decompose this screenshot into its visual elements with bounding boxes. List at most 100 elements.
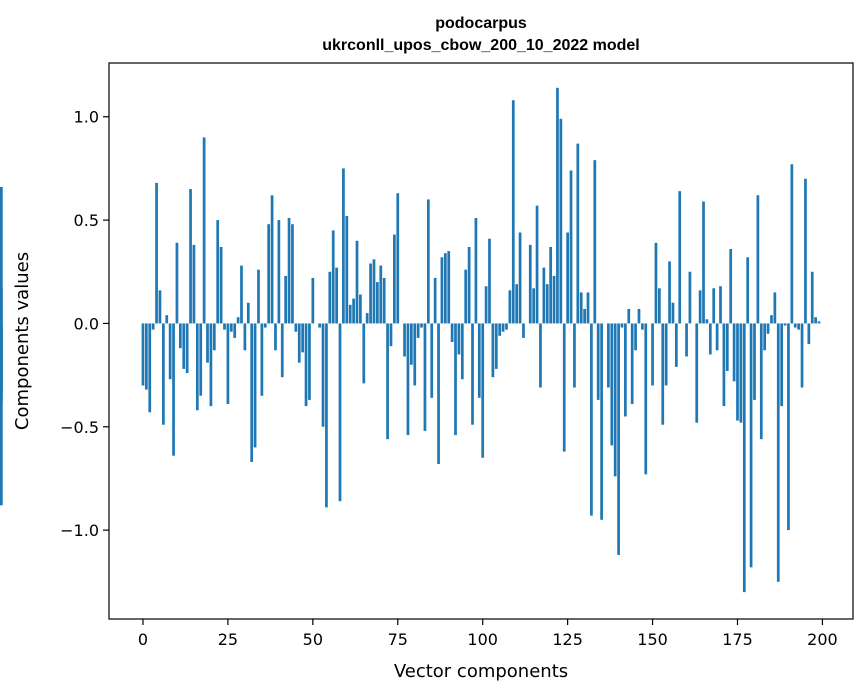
bar — [511, 100, 515, 324]
bar — [396, 193, 400, 324]
x-axis-label: Vector components — [394, 661, 568, 682]
bar — [393, 234, 396, 324]
bar — [165, 315, 169, 324]
y-tick-label: −1.0 — [60, 521, 99, 540]
bar — [800, 323, 804, 388]
bar — [331, 230, 335, 324]
bar — [644, 323, 648, 475]
bar — [518, 232, 522, 324]
bar — [787, 323, 790, 531]
bar — [505, 323, 508, 330]
bar — [145, 323, 148, 390]
bar — [593, 160, 597, 324]
bar — [668, 261, 671, 324]
bar — [426, 199, 430, 324]
x-tick-label: 150 — [637, 630, 668, 649]
bar — [746, 257, 750, 324]
bar — [797, 323, 800, 330]
bar — [641, 323, 644, 330]
bar — [454, 323, 457, 436]
bar — [294, 323, 298, 332]
bar — [698, 290, 702, 324]
bar — [817, 321, 821, 324]
bar — [423, 323, 427, 431]
y-axis-label: Components values — [12, 252, 33, 430]
bar — [297, 323, 301, 363]
bar — [284, 275, 288, 324]
bar — [291, 224, 294, 324]
bar — [481, 323, 485, 458]
bar — [664, 323, 668, 386]
bar — [732, 323, 736, 382]
y-tick-label: −0.5 — [60, 418, 99, 437]
bar — [355, 240, 359, 324]
bar — [168, 323, 172, 380]
bar — [573, 323, 576, 388]
bar — [263, 323, 267, 328]
bar — [552, 275, 556, 324]
bar — [416, 323, 420, 338]
y-tick-label: 0.5 — [74, 211, 99, 230]
x-tick-label: 75 — [388, 630, 408, 649]
bar — [528, 244, 532, 324]
bar — [780, 323, 784, 407]
bar — [770, 315, 773, 324]
bar — [413, 323, 417, 386]
bar — [199, 323, 203, 396]
bar — [705, 319, 709, 324]
x-tick-label: 100 — [467, 630, 498, 649]
bar — [447, 251, 451, 324]
bar — [671, 302, 675, 324]
bar — [335, 267, 338, 324]
bar — [559, 118, 563, 324]
bar — [246, 302, 250, 324]
x-tick-label: 0 — [138, 630, 148, 649]
bar — [352, 298, 355, 324]
bar — [501, 323, 505, 332]
bar — [467, 246, 471, 324]
bar — [793, 323, 797, 328]
bar — [579, 292, 583, 324]
bar — [243, 323, 247, 351]
bar — [508, 290, 512, 324]
bar — [433, 277, 437, 324]
bar — [223, 323, 226, 330]
bar — [722, 323, 726, 407]
bar — [365, 313, 369, 324]
bar — [736, 323, 739, 421]
bar — [175, 242, 179, 324]
bar — [674, 323, 678, 367]
bar — [790, 164, 794, 324]
bar — [658, 288, 661, 324]
bar — [688, 271, 692, 324]
y-tick-label: 1.0 — [74, 108, 99, 127]
bar — [450, 323, 454, 343]
bar — [148, 323, 152, 413]
bar — [457, 323, 461, 355]
bar — [443, 253, 447, 324]
bar — [369, 263, 372, 324]
plot-frame — [108, 62, 854, 620]
bar — [549, 246, 552, 324]
bar — [590, 323, 593, 516]
bar — [532, 288, 536, 324]
bar — [756, 195, 760, 324]
bar — [498, 323, 502, 336]
bar-series — [0, 87, 821, 593]
bar — [182, 323, 186, 369]
bar — [189, 189, 192, 324]
bar — [729, 249, 733, 324]
x-axis-ticks: 0 25 50 75 100 125 150 175 200 — [138, 619, 838, 649]
bar — [749, 323, 753, 568]
bar — [178, 323, 182, 349]
bar — [651, 323, 654, 386]
bar — [257, 269, 260, 324]
bar — [270, 195, 274, 324]
x-tick-label: 200 — [807, 630, 838, 649]
bar — [0, 323, 3, 506]
bar — [814, 317, 817, 324]
bar — [277, 220, 281, 324]
bar — [158, 290, 162, 324]
bar — [661, 323, 665, 425]
bar — [474, 218, 478, 324]
